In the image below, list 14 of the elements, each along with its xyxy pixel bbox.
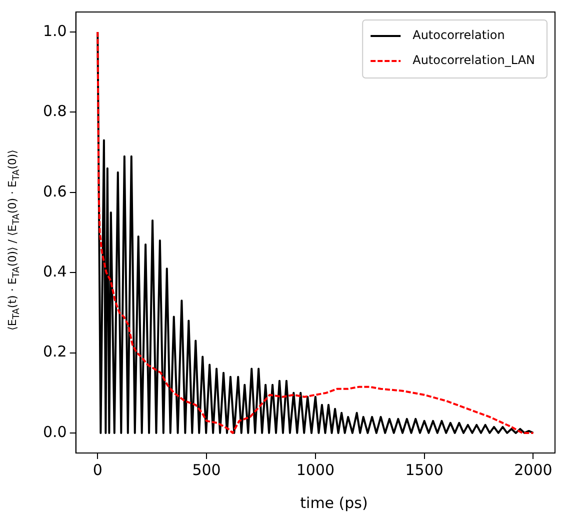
x-tick-label: 2000 — [514, 460, 552, 479]
x-tick-label: 0 — [92, 460, 102, 479]
legend-label: Autocorrelation — [412, 28, 505, 42]
x-tick-label: 500 — [192, 460, 221, 479]
y-tick-label: 0.2 — [42, 342, 67, 361]
legend-label: Autocorrelation_LAN — [412, 53, 536, 68]
y-tick-label: 0.4 — [42, 262, 67, 280]
x-axis-title: time (ps) — [300, 494, 368, 512]
x-tick-label: 1000 — [296, 460, 335, 479]
y-tick-label: 1.0 — [42, 22, 67, 40]
x-tick-label: 1500 — [405, 460, 444, 479]
y-tick-label: 0.0 — [42, 422, 67, 441]
y-tick-label: 0.6 — [42, 182, 67, 200]
y-tick-label: 0.8 — [42, 102, 67, 120]
